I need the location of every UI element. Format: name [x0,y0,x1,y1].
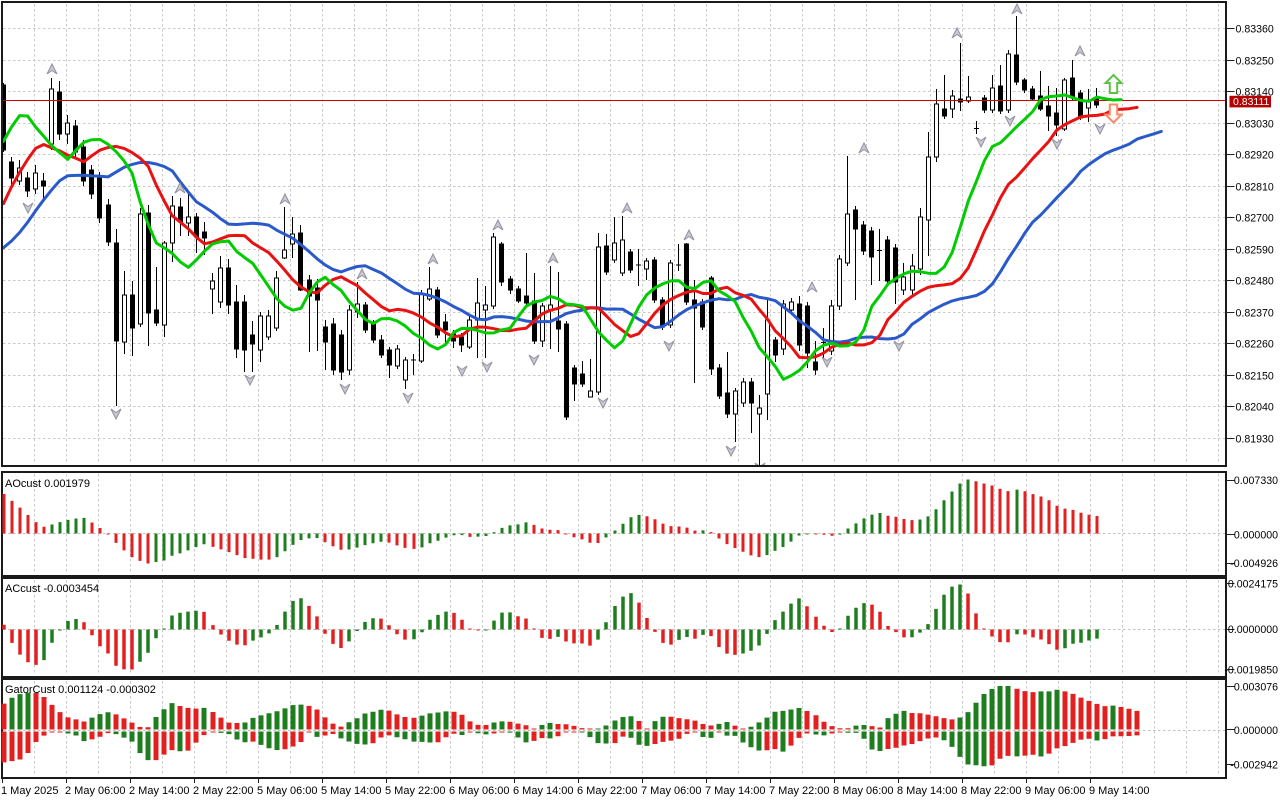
svg-text:0.82150: 0.82150 [1236,370,1274,382]
svg-text:1 May 2025: 1 May 2025 [1,785,58,797]
svg-text:0.82810: 0.82810 [1236,181,1274,193]
svg-text:0.82590: 0.82590 [1236,244,1274,256]
svg-text:8 May 22:00: 8 May 22:00 [961,785,1022,797]
svg-text:0.82700: 0.82700 [1236,212,1274,224]
svg-text:7 May 22:00: 7 May 22:00 [769,785,830,797]
svg-text:0.83250: 0.83250 [1236,55,1274,67]
svg-text:8 May 06:00: 8 May 06:00 [833,785,894,797]
svg-text:0.003076: 0.003076 [1234,681,1278,693]
svg-text:7 May 14:00: 7 May 14:00 [705,785,766,797]
svg-text:0.000000: 0.000000 [1234,725,1278,737]
svg-text:-0.004926: -0.004926 [1230,558,1278,570]
svg-text:AOcust 0.001979: AOcust 0.001979 [5,478,90,490]
svg-text:9 May 06:00: 9 May 06:00 [1025,785,1086,797]
svg-text:0.83030: 0.83030 [1236,118,1274,130]
svg-text:6 May 22:00: 6 May 22:00 [577,785,638,797]
svg-text:6 May 06:00: 6 May 06:00 [449,785,510,797]
svg-text:2 May 06:00: 2 May 06:00 [65,785,126,797]
svg-text:5 May 06:00: 5 May 06:00 [257,785,318,797]
svg-text:2 May 14:00: 2 May 14:00 [129,785,190,797]
svg-text:0.83140: 0.83140 [1236,86,1274,98]
svg-text:8 May 14:00: 8 May 14:00 [897,785,958,797]
svg-text:0.83111: 0.83111 [1233,96,1270,108]
svg-text:9 May 14:00: 9 May 14:00 [1089,785,1150,797]
svg-text:-0.0019850: -0.0019850 [1224,664,1278,676]
svg-text:5 May 22:00: 5 May 22:00 [385,785,446,797]
svg-text:0.007330: 0.007330 [1234,475,1278,487]
svg-text:0.82040: 0.82040 [1236,401,1274,413]
svg-text:0.000000: 0.000000 [1234,529,1278,541]
svg-text:-0.002942: -0.002942 [1230,760,1278,772]
svg-text:0.83360: 0.83360 [1236,23,1274,35]
svg-text:0.81930: 0.81930 [1236,433,1274,445]
svg-text:ACcust -0.0003454: ACcust -0.0003454 [5,583,99,595]
svg-text:GatorCust 0.001124 -0.000302: GatorCust 0.001124 -0.000302 [5,684,156,696]
svg-text:2 May 22:00: 2 May 22:00 [193,785,254,797]
svg-text:7 May 06:00: 7 May 06:00 [641,785,702,797]
svg-text:0.0000000: 0.0000000 [1228,624,1278,636]
svg-text:0.82370: 0.82370 [1236,307,1274,319]
svg-text:0.82480: 0.82480 [1236,275,1274,287]
svg-text:0.82920: 0.82920 [1236,149,1274,161]
svg-text:5 May 14:00: 5 May 14:00 [321,785,382,797]
svg-text:0.0024175: 0.0024175 [1228,579,1278,591]
svg-text:6 May 14:00: 6 May 14:00 [513,785,574,797]
svg-text:0.82260: 0.82260 [1236,338,1274,350]
